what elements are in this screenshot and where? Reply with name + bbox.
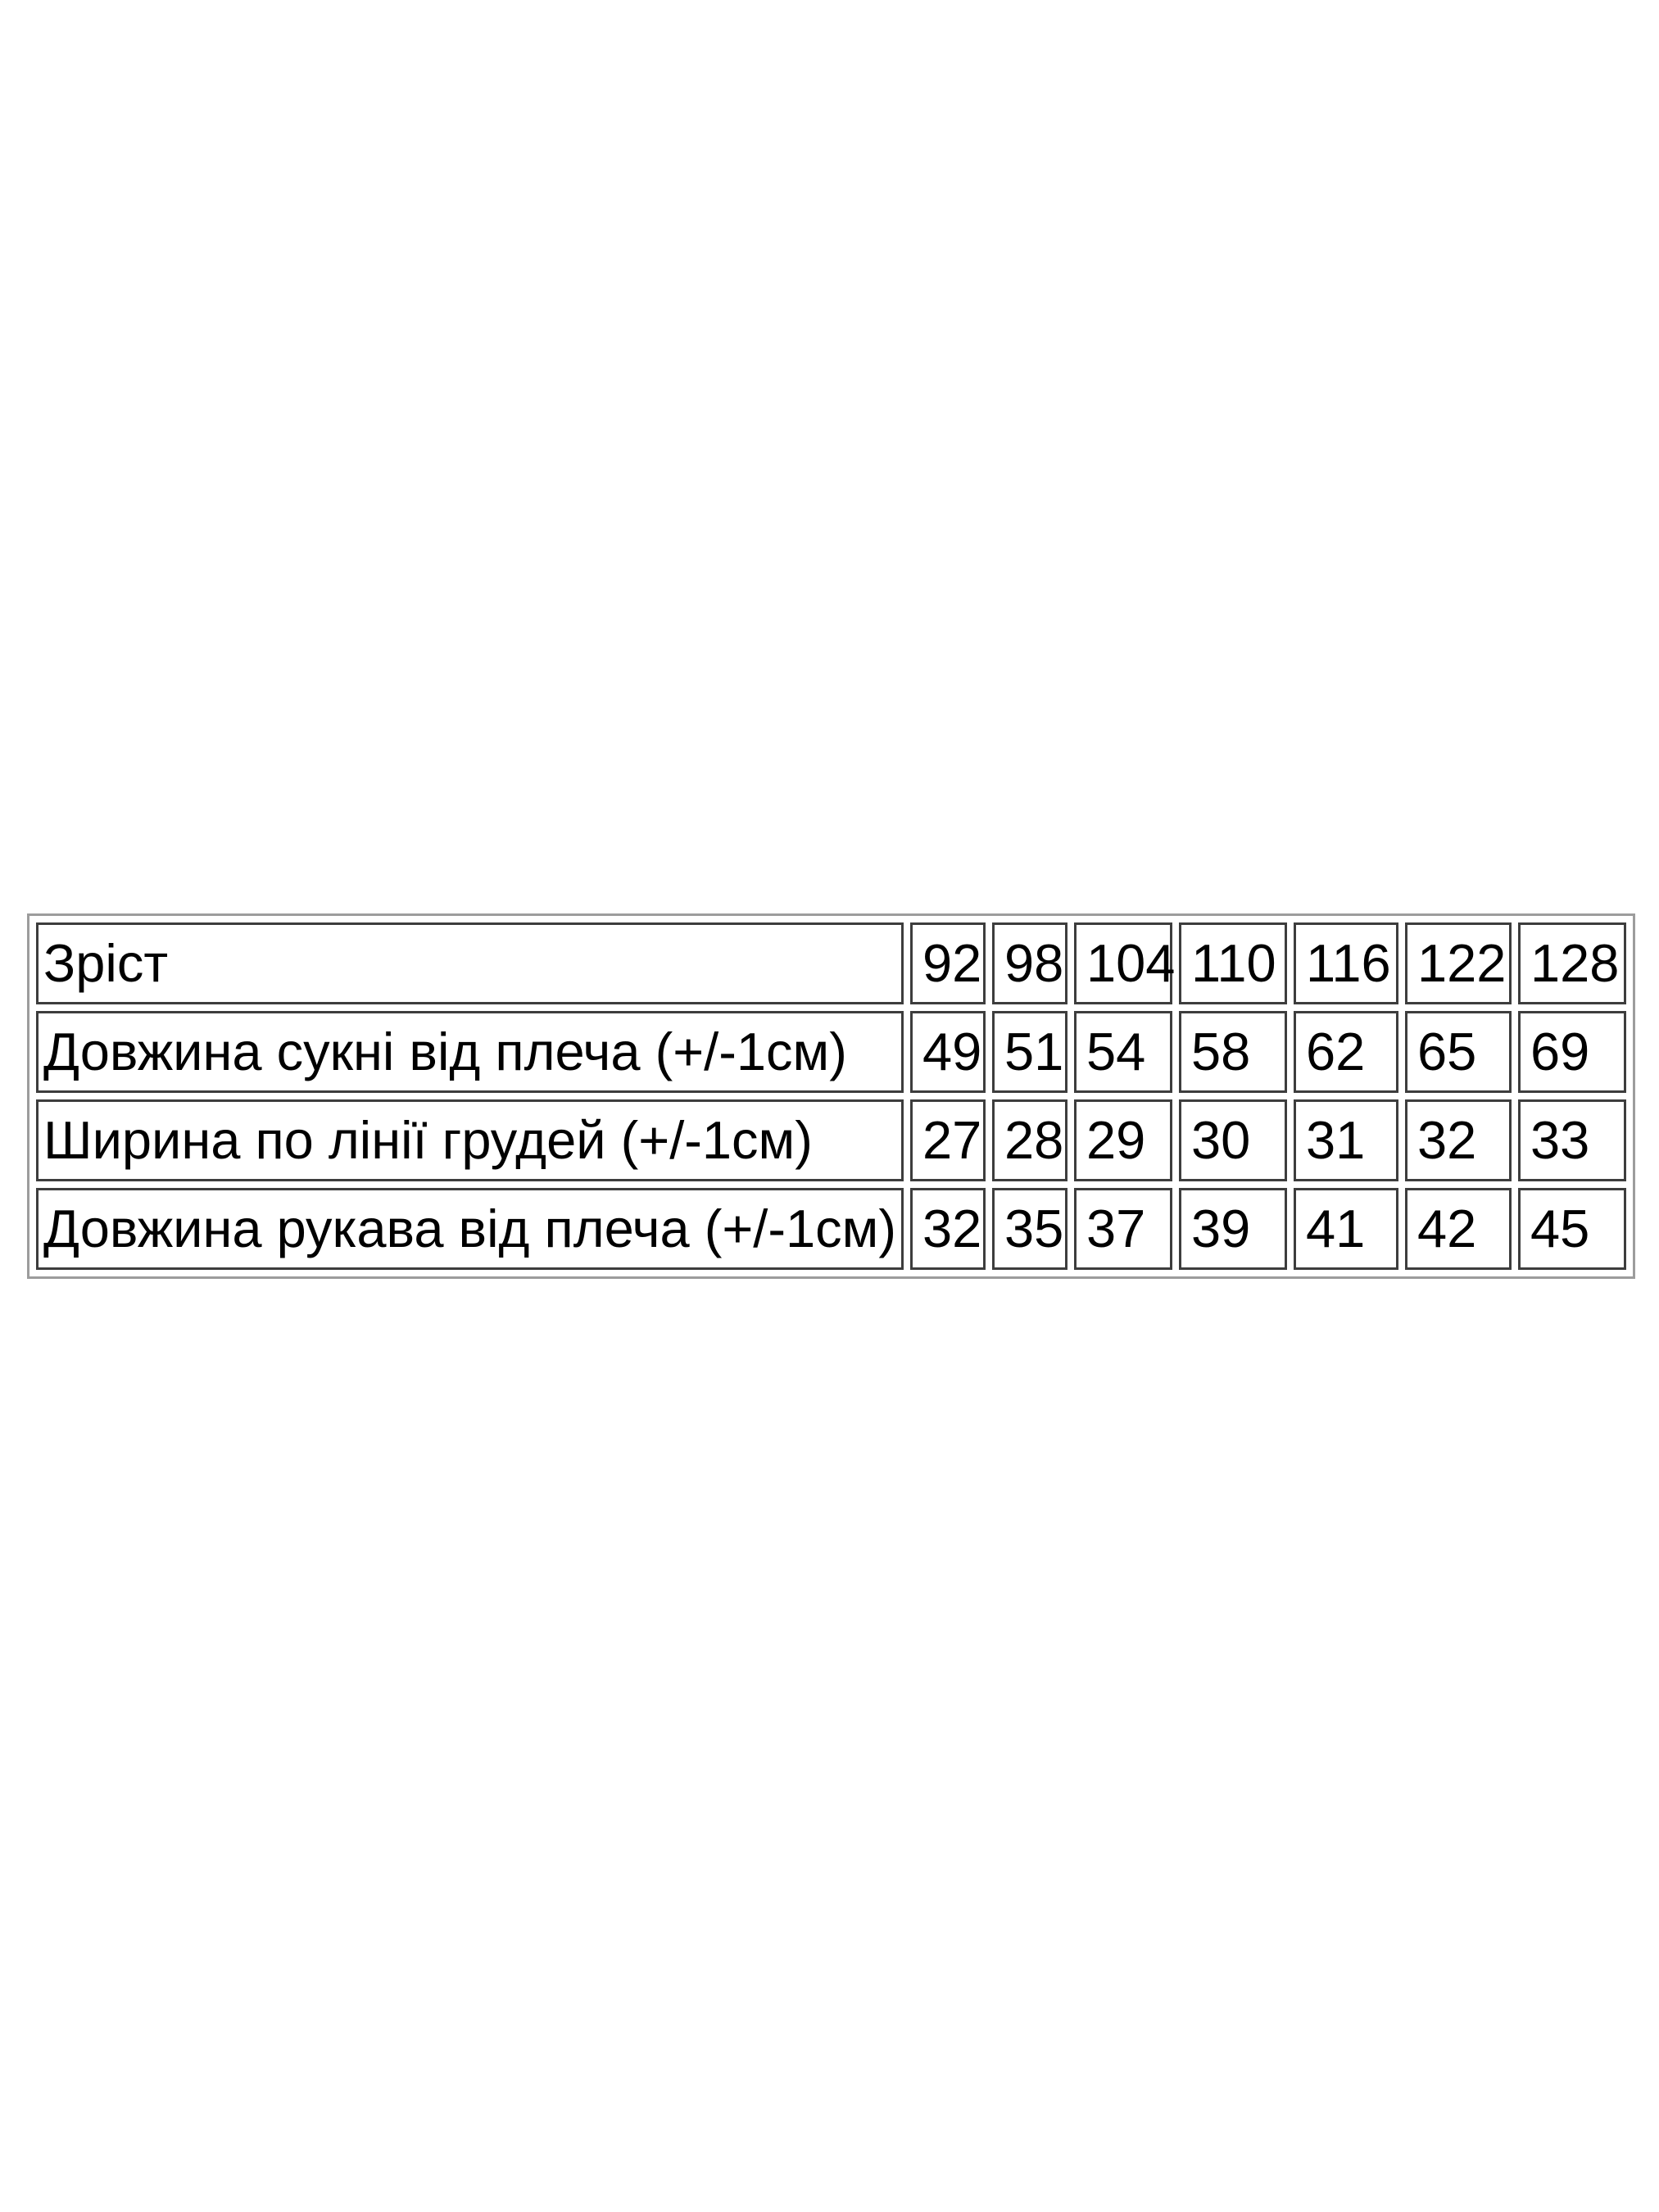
value-cell: 98: [992, 922, 1067, 1004]
value-cell: 42: [1405, 1188, 1512, 1270]
value-cell: 122: [1405, 922, 1512, 1004]
value-cell: 27: [910, 1099, 986, 1181]
value-cell: 128: [1518, 922, 1626, 1004]
value-cell: 39: [1179, 1188, 1287, 1270]
value-cell: 49: [910, 1011, 986, 1093]
value-cell: 54: [1074, 1011, 1172, 1093]
table-row-chest-width: Ширина по лінії грудей (+/-1см) 27 28 29…: [36, 1099, 1626, 1181]
value-cell: 37: [1074, 1188, 1172, 1270]
table-row-height: Зріст 92 98 104 110 116 122 128: [36, 922, 1626, 1004]
row-label-dress-length: Довжина сукні від плеча (+/-1см): [36, 1011, 904, 1093]
value-cell: 51: [992, 1011, 1067, 1093]
value-cell: 58: [1179, 1011, 1287, 1093]
value-cell: 104: [1074, 922, 1175, 1004]
value-cell: 92: [910, 922, 986, 1004]
value-cell: 69: [1518, 1011, 1626, 1093]
table-row-sleeve-length: Довжина рукава від плеча (+/-1см) 32 35 …: [36, 1188, 1626, 1270]
value-cell: 45: [1518, 1188, 1626, 1270]
row-label-sleeve-length: Довжина рукава від плеча (+/-1см): [36, 1188, 904, 1270]
value-cell: 116: [1294, 922, 1398, 1004]
value-cell: 65: [1405, 1011, 1512, 1093]
table-row-dress-length: Довжина сукні від плеча (+/-1см) 49 51 5…: [36, 1011, 1626, 1093]
value-cell: 110: [1179, 922, 1287, 1004]
value-cell: 33: [1518, 1099, 1626, 1181]
row-label-chest-width: Ширина по лінії грудей (+/-1см): [36, 1099, 904, 1181]
value-cell: 35: [992, 1188, 1067, 1270]
value-cell: 32: [1405, 1099, 1512, 1181]
value-cell: 29: [1074, 1099, 1172, 1181]
value-cell: 30: [1179, 1099, 1287, 1181]
value-cell: 31: [1294, 1099, 1398, 1181]
value-cell: 32: [910, 1188, 986, 1270]
size-chart-table: Зріст 92 98 104 110 116 122 128 Довжина …: [27, 913, 1635, 1279]
value-cell: 41: [1294, 1188, 1398, 1270]
row-label-height: Зріст: [36, 922, 904, 1004]
value-cell: 62: [1294, 1011, 1398, 1093]
value-cell: 28: [992, 1099, 1067, 1181]
